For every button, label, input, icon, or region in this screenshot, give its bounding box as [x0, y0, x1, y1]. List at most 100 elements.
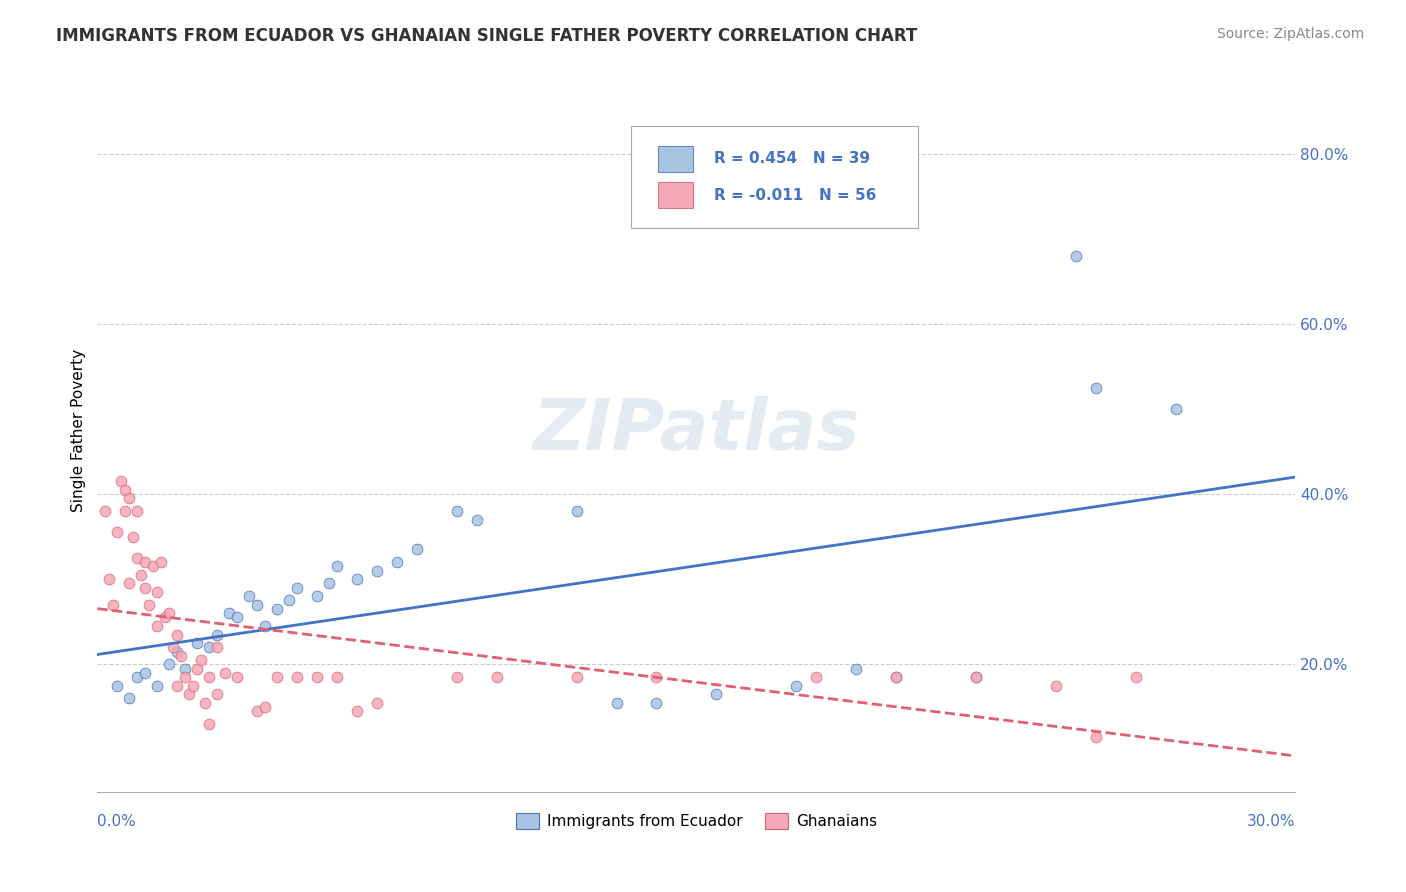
Point: [146, 679, 169, 693]
Point: [122, 530, 145, 544]
Point: [138, 598, 160, 612]
Point: [114, 483, 136, 497]
Text: ZIPatlas: ZIPatlas: [533, 396, 860, 465]
Point: [98, 572, 121, 586]
Point: [129, 568, 152, 582]
Point: [198, 670, 221, 684]
Point: [606, 696, 628, 710]
Text: R = -0.011   N = 56: R = -0.011 N = 56: [714, 187, 877, 202]
Point: [127, 504, 149, 518]
Point: [114, 504, 136, 518]
Point: [226, 670, 249, 684]
Text: Source: ZipAtlas.com: Source: ZipAtlas.com: [1216, 27, 1364, 41]
Point: [326, 670, 349, 684]
Point: [146, 619, 169, 633]
Point: [706, 687, 728, 701]
Point: [157, 657, 180, 672]
Y-axis label: Single Father Poverty: Single Father Poverty: [72, 349, 86, 512]
Point: [105, 525, 128, 540]
Point: [1164, 401, 1187, 416]
Point: [266, 670, 288, 684]
Point: [174, 670, 197, 684]
FancyBboxPatch shape: [658, 182, 693, 208]
Point: [157, 606, 180, 620]
Point: [246, 704, 269, 718]
Point: [127, 550, 149, 565]
Point: [305, 670, 328, 684]
Point: [198, 640, 221, 655]
Point: [246, 598, 269, 612]
Point: [146, 585, 169, 599]
Point: [150, 555, 173, 569]
Point: [645, 670, 668, 684]
Point: [118, 491, 141, 506]
Point: [285, 670, 308, 684]
Point: [134, 555, 156, 569]
Point: [465, 513, 488, 527]
Text: 30.0%: 30.0%: [1247, 814, 1295, 829]
Point: [110, 475, 132, 489]
Point: [162, 640, 184, 655]
Point: [103, 598, 125, 612]
Point: [884, 670, 907, 684]
Point: [845, 661, 868, 675]
FancyBboxPatch shape: [630, 127, 918, 227]
Point: [405, 542, 427, 557]
Point: [214, 665, 236, 680]
Text: IMMIGRANTS FROM ECUADOR VS GHANAIAN SINGLE FATHER POVERTY CORRELATION CHART: IMMIGRANTS FROM ECUADOR VS GHANAIAN SING…: [56, 27, 918, 45]
Point: [174, 661, 197, 675]
Point: [254, 619, 277, 633]
Point: [785, 679, 807, 693]
Point: [254, 699, 277, 714]
Point: [285, 581, 308, 595]
Point: [118, 576, 141, 591]
Point: [318, 576, 340, 591]
Point: [226, 610, 249, 624]
Point: [134, 665, 156, 680]
Point: [127, 670, 149, 684]
Point: [105, 679, 128, 693]
Point: [190, 653, 212, 667]
Point: [446, 504, 468, 518]
Point: [385, 555, 408, 569]
Point: [1125, 670, 1147, 684]
Point: [1084, 381, 1107, 395]
Point: [366, 564, 388, 578]
Point: [1084, 730, 1107, 744]
Point: [806, 670, 828, 684]
Point: [134, 581, 156, 595]
Point: [155, 610, 177, 624]
Point: [266, 602, 288, 616]
Point: [366, 696, 388, 710]
Point: [142, 559, 165, 574]
Point: [565, 504, 588, 518]
Point: [181, 679, 204, 693]
Point: [218, 606, 240, 620]
Point: [884, 670, 907, 684]
Legend: Immigrants from Ecuador, Ghanaians: Immigrants from Ecuador, Ghanaians: [510, 806, 883, 835]
FancyBboxPatch shape: [658, 146, 693, 172]
Point: [346, 572, 368, 586]
Point: [446, 670, 468, 684]
Point: [1064, 249, 1087, 263]
Point: [1045, 679, 1067, 693]
Point: [194, 696, 217, 710]
Point: [94, 504, 117, 518]
Point: [965, 670, 987, 684]
Point: [166, 679, 188, 693]
Point: [485, 670, 508, 684]
Point: [238, 589, 260, 603]
Point: [166, 644, 188, 658]
Point: [326, 559, 349, 574]
Text: 0.0%: 0.0%: [97, 814, 136, 829]
Point: [170, 648, 193, 663]
Point: [186, 661, 208, 675]
Point: [346, 704, 368, 718]
Point: [118, 691, 141, 706]
Point: [166, 627, 188, 641]
Point: [965, 670, 987, 684]
Point: [305, 589, 328, 603]
Point: [198, 717, 221, 731]
Point: [186, 636, 208, 650]
Point: [205, 627, 228, 641]
